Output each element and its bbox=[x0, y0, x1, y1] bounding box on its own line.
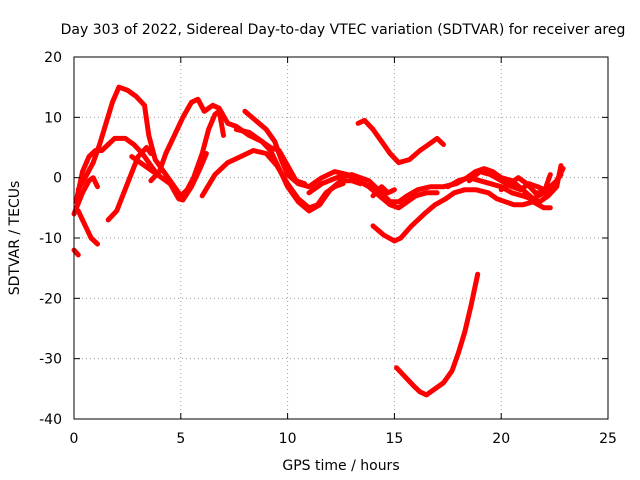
series-line-arc-5 bbox=[75, 84, 226, 199]
x-tick-labels: 0 5 10 15 20 25 bbox=[70, 431, 617, 447]
y-tick-label: -40 bbox=[39, 412, 62, 428]
series-line-arc-3 bbox=[75, 208, 100, 247]
series-line-arc-15 bbox=[370, 187, 553, 244]
chart-title: Day 303 of 2022, Sidereal Day-to-day VTE… bbox=[61, 22, 626, 38]
series-line-arc-2 bbox=[71, 175, 100, 217]
series-line-arc-7 bbox=[129, 151, 209, 203]
y-tick-labels: -40 -30 -20 -10 0 10 20 bbox=[39, 50, 62, 428]
x-tick-label: 0 bbox=[70, 431, 79, 447]
x-tick-label: 15 bbox=[385, 431, 403, 447]
series-line-arc-18 bbox=[498, 172, 564, 196]
y-tick-label: 0 bbox=[53, 171, 62, 187]
series-line-arc-4 bbox=[73, 135, 160, 205]
series-line-arc-16 bbox=[394, 271, 481, 398]
series-line-arc-19 bbox=[445, 163, 564, 205]
x-tick-label: 5 bbox=[176, 431, 185, 447]
x-axis-label: GPS time / hours bbox=[282, 458, 399, 474]
series-line-arc-13 bbox=[355, 117, 446, 166]
y-tick-label: -10 bbox=[39, 231, 62, 247]
x-tick-label: 25 bbox=[599, 431, 617, 447]
series-line-arc-6 bbox=[105, 145, 154, 223]
series-line-arc-12 bbox=[306, 166, 553, 205]
series-line-arc-1 bbox=[71, 247, 81, 258]
series-layer bbox=[71, 84, 566, 398]
series-line-arc-10 bbox=[233, 126, 363, 214]
series-line-arc-11 bbox=[242, 108, 440, 211]
y-tick-label: 10 bbox=[44, 110, 62, 126]
x-tick-label: 10 bbox=[279, 431, 297, 447]
x-tick-label: 20 bbox=[492, 431, 510, 447]
y-tick-label: -20 bbox=[39, 291, 62, 307]
y-tick-label: 20 bbox=[44, 50, 62, 66]
series-line-arc-14 bbox=[370, 184, 397, 199]
y-tick-label: -30 bbox=[39, 352, 62, 368]
y-axis-label: SDTVAR / TECUs bbox=[7, 181, 23, 296]
axis-ticks bbox=[73, 56, 609, 420]
